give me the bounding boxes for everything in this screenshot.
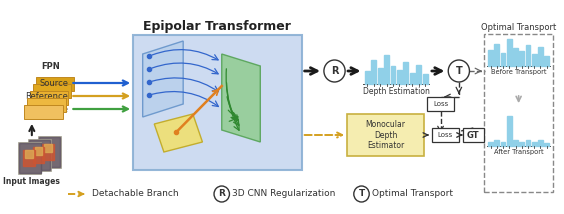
Text: Depth Estimation: Depth Estimation xyxy=(363,87,430,96)
Text: Reference: Reference xyxy=(25,92,68,101)
Bar xyxy=(488,49,493,66)
Polygon shape xyxy=(155,114,202,152)
Polygon shape xyxy=(143,41,183,117)
Bar xyxy=(384,55,389,84)
FancyBboxPatch shape xyxy=(19,142,42,174)
Bar xyxy=(422,74,428,84)
Text: Before Transport: Before Transport xyxy=(491,69,547,75)
Bar xyxy=(519,51,524,66)
Bar xyxy=(19,143,41,173)
Bar xyxy=(544,143,549,146)
Text: Epipolar Transformer: Epipolar Transformer xyxy=(143,20,292,33)
FancyBboxPatch shape xyxy=(24,105,63,119)
Text: GT: GT xyxy=(467,131,479,140)
Bar xyxy=(532,141,536,146)
Bar xyxy=(378,68,382,84)
Text: T: T xyxy=(456,66,462,76)
Text: R: R xyxy=(218,190,225,199)
FancyBboxPatch shape xyxy=(28,139,51,171)
Text: 3D CNN Regularization: 3D CNN Regularization xyxy=(232,190,336,199)
Bar xyxy=(526,140,530,146)
FancyBboxPatch shape xyxy=(432,128,459,142)
Bar xyxy=(526,45,530,66)
Circle shape xyxy=(324,60,345,82)
Bar xyxy=(501,141,505,146)
Circle shape xyxy=(354,186,369,202)
Bar xyxy=(488,141,493,146)
Text: After Transport: After Transport xyxy=(494,149,544,155)
Bar xyxy=(495,43,499,66)
FancyBboxPatch shape xyxy=(27,98,65,112)
Text: Input Images: Input Images xyxy=(3,177,60,186)
Text: FPN: FPN xyxy=(42,62,60,71)
Bar xyxy=(35,147,42,155)
Bar xyxy=(519,141,524,146)
Bar xyxy=(23,150,35,166)
Text: R: R xyxy=(331,66,338,76)
Text: Optimal Transport: Optimal Transport xyxy=(481,23,556,32)
Bar xyxy=(501,52,505,66)
Bar xyxy=(507,116,512,146)
FancyBboxPatch shape xyxy=(133,35,302,170)
Bar xyxy=(410,73,415,84)
Bar xyxy=(513,140,518,146)
Bar xyxy=(33,147,45,163)
FancyBboxPatch shape xyxy=(427,97,454,111)
FancyBboxPatch shape xyxy=(33,84,72,98)
Bar xyxy=(390,66,395,84)
Bar xyxy=(42,144,54,160)
Circle shape xyxy=(214,186,230,202)
Text: Source: Source xyxy=(39,104,68,113)
Bar xyxy=(532,54,536,66)
Bar xyxy=(371,60,376,84)
Bar xyxy=(416,65,421,84)
FancyBboxPatch shape xyxy=(462,128,484,142)
Text: Loss: Loss xyxy=(438,132,453,138)
Text: Source: Source xyxy=(39,79,68,88)
Bar xyxy=(397,70,402,84)
Bar xyxy=(45,144,52,152)
Polygon shape xyxy=(222,54,261,142)
FancyBboxPatch shape xyxy=(38,136,61,168)
Bar xyxy=(403,62,408,84)
Bar xyxy=(495,140,499,146)
FancyBboxPatch shape xyxy=(347,114,424,156)
Bar xyxy=(544,55,549,66)
Text: Optimal Transport: Optimal Transport xyxy=(372,190,453,199)
Text: Detachable Branch: Detachable Branch xyxy=(91,190,178,199)
Bar xyxy=(365,71,370,84)
FancyBboxPatch shape xyxy=(30,91,68,105)
Text: Loss: Loss xyxy=(433,101,448,107)
Bar xyxy=(25,150,33,158)
FancyBboxPatch shape xyxy=(36,77,74,91)
Text: T: T xyxy=(358,190,365,199)
Bar xyxy=(507,39,512,66)
Bar xyxy=(29,140,50,170)
Bar xyxy=(38,137,60,167)
Bar xyxy=(513,48,518,66)
Circle shape xyxy=(448,60,469,82)
Text: Monocular
Depth
Estimator: Monocular Depth Estimator xyxy=(365,120,406,150)
Bar xyxy=(538,140,543,146)
Bar xyxy=(538,46,543,66)
